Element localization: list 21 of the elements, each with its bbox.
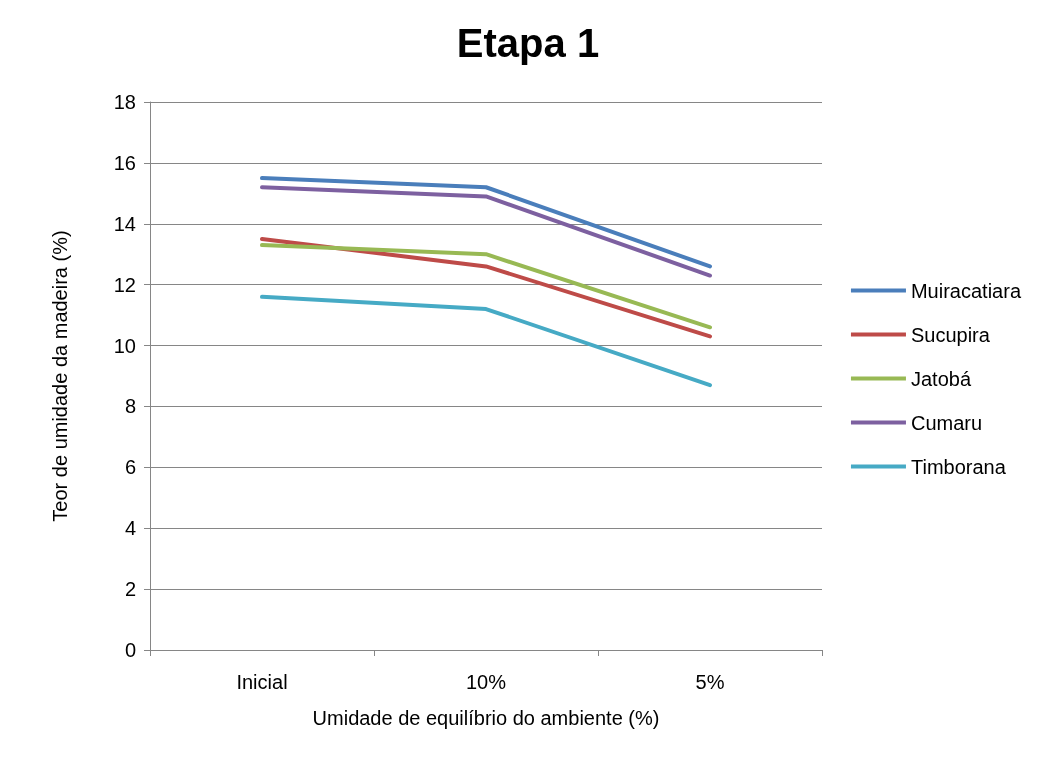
y-tick-label: 12	[113, 273, 136, 296]
x-tick-label: 10%	[465, 671, 507, 693]
legend-label: Jatobá	[910, 367, 972, 390]
x-tick-label: 5%	[695, 671, 725, 693]
y-tick-label: 6	[124, 456, 136, 479]
y-tick-label: 8	[124, 395, 136, 418]
y-tick-label: 4	[124, 517, 136, 540]
x-axis-title: Umidade de equilíbrio do ambiente (%)	[312, 707, 660, 729]
y-tick-label: 10	[113, 334, 136, 357]
legend-label: Muiracatiara	[910, 279, 1022, 302]
y-tick-label: 2	[124, 578, 136, 601]
chart-title: Etapa 1	[456, 21, 600, 65]
legend-label: Cumaru	[910, 411, 983, 434]
y-axis-title: Teor de umidade da madeira (%)	[49, 230, 71, 522]
y-tick-label: 14	[113, 212, 136, 235]
y-tick-label: 0	[124, 639, 136, 661]
legend-label: Sucupira	[910, 323, 991, 346]
x-tick-label: Inicial	[236, 671, 288, 693]
y-tick-label: 16	[113, 151, 136, 174]
y-tick-label: 18	[113, 91, 136, 113]
legend-label: Timborana	[910, 455, 1007, 478]
